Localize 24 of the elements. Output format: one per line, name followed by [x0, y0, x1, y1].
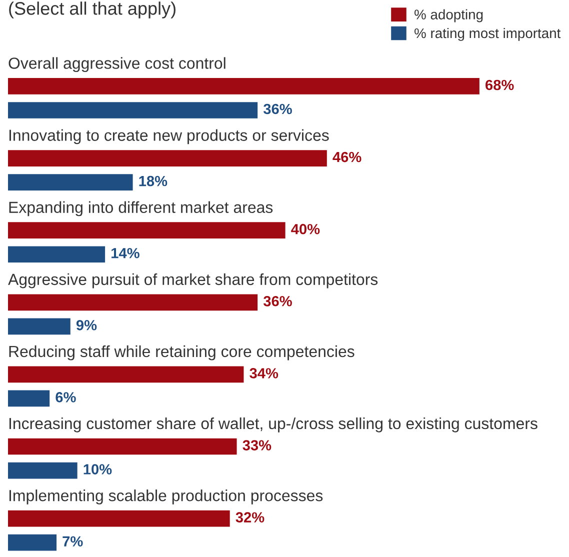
data-label: 68%: [486, 80, 514, 90]
y-tick-label: Implementing scalable production processes: [9, 490, 323, 504]
data-label: 46%: [332, 152, 362, 162]
data-label: 7%: [62, 536, 83, 546]
data-label: 32%: [236, 512, 264, 523]
data-label: 36%: [263, 296, 292, 306]
data-label: 33%: [242, 440, 272, 450]
y-tick-label: Expanding into different market areas: [9, 201, 273, 216]
data-label: 34%: [250, 368, 278, 378]
data-label: 6%: [56, 392, 76, 402]
y-tick-label: Innovating to create new products or services: [9, 129, 329, 144]
y-tick-label: Overall aggressive cost control: [8, 57, 226, 72]
chart-subtitle: (Select all that apply): [9, 2, 176, 18]
y-tick-label: Reducing staff while retaining core competencies: [9, 345, 354, 360]
y-tick-label: Increasing customer share of wallet, up-/cross selling to existing customers: [9, 417, 538, 432]
data-label: 9%: [76, 320, 97, 330]
data-label: 14%: [112, 248, 140, 258]
y-tick-label: Aggressive pursuit of market share from competitors: [8, 273, 378, 288]
data-label: 36%: [263, 104, 292, 114]
legend-label: % rating most important: [414, 28, 561, 41]
data-label: 40%: [291, 224, 320, 234]
data-label: 10%: [84, 464, 112, 474]
data-label: 18%: [139, 176, 168, 186]
legend-label: % adopting: [414, 9, 483, 22]
